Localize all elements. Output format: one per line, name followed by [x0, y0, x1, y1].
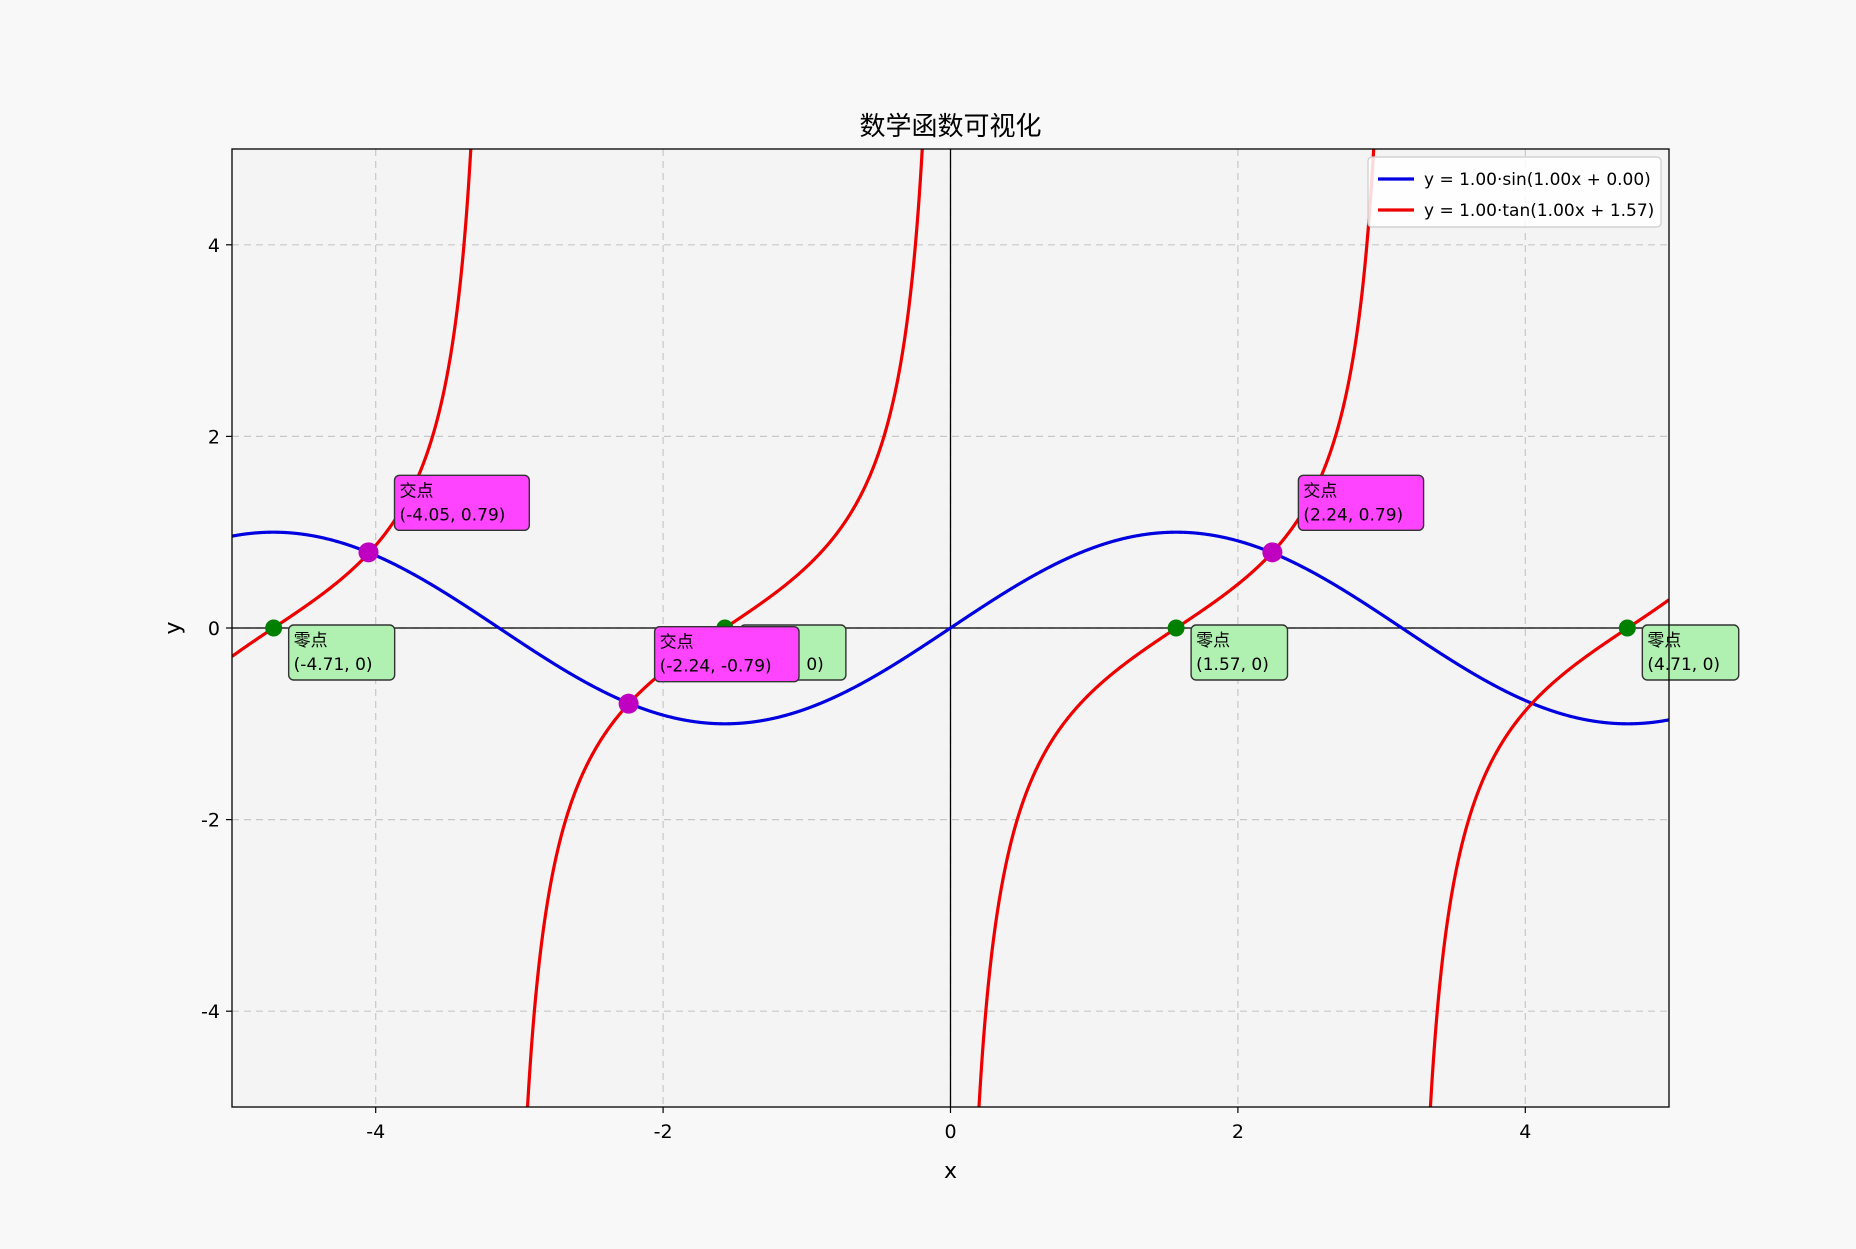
annotation-value: (1.57, 0)	[1196, 655, 1269, 675]
annotation-title: 零点	[1647, 631, 1681, 651]
annotation-value: (-4.05, 0.79)	[400, 505, 506, 525]
annotation-box	[393, 474, 531, 532]
annotations: 零点(-4.71, 0)零点(-1.57, 0)零点(1.57, 0)零点(4.…	[287, 474, 1740, 683]
annotation-value: (-2.24, -0.79)	[660, 657, 772, 677]
zero-point	[265, 619, 283, 637]
intersection-annotation: 交点 (2.24, 0.79)	[1297, 474, 1425, 532]
legend-label: y = 1.00·tan(1.00x + 1.57)	[1424, 201, 1654, 221]
series-line-1	[232, 530, 1669, 726]
annotation-title: 零点	[1196, 631, 1230, 651]
zero-point	[1167, 619, 1185, 637]
annotation-box	[653, 625, 800, 683]
annotation-box	[287, 624, 396, 681]
y-axis-label: y	[161, 621, 186, 634]
zero-annotation: 零点 (4.71, 0)	[1641, 624, 1740, 681]
annotation-title: 交点	[400, 481, 434, 501]
legend: y = 1.00·sin(1.00x + 0.00) y = 1.00·tan(1…	[1367, 156, 1662, 228]
annotation-box	[1297, 474, 1425, 532]
y-tick-label: 4	[208, 235, 220, 257]
y-tick-label: -2	[201, 810, 220, 832]
annotation-value: (-4.71, 0)	[294, 655, 373, 675]
x-tick-label: 4	[1519, 1121, 1531, 1143]
y-tick-label: 0	[208, 618, 220, 640]
axis-ticks: -4 -2 0 2 4 -4 -2 0 2 4	[201, 235, 1531, 1143]
zero-annotation: 零点 (1.57, 0)	[1190, 624, 1289, 681]
intersection-point	[1262, 542, 1283, 563]
annotation-title: 零点	[294, 631, 328, 651]
annotation-value: (4.71, 0)	[1647, 655, 1720, 675]
x-tick-label: 0	[944, 1121, 956, 1143]
intersection-point	[358, 542, 379, 563]
zero-point	[1618, 619, 1636, 637]
y-tick-label: 2	[208, 426, 220, 448]
chart-title: 数学函数可视化	[859, 112, 1041, 142]
annotation-value: (2.24, 0.79)	[1303, 505, 1403, 525]
annotation-box	[1190, 624, 1289, 681]
intersection-annotation: 交点 (-4.05, 0.79)	[393, 474, 531, 532]
x-tick-label: -4	[366, 1121, 385, 1143]
intersection-point	[618, 693, 639, 714]
x-tick-label: 2	[1232, 1121, 1244, 1143]
zero-annotation: 零点 (-4.71, 0)	[287, 624, 396, 681]
x-tick-label: -2	[654, 1121, 673, 1143]
legend-box	[1367, 156, 1662, 228]
annotation-box	[1641, 624, 1740, 681]
y-tick-label: -4	[201, 1001, 220, 1023]
annotation-title: 交点	[1303, 481, 1337, 501]
intersection-annotation: 交点 (-2.24, -0.79)	[653, 625, 800, 683]
annotation-title: 交点	[660, 633, 694, 653]
legend-label: y = 1.00·sin(1.00x + 0.00)	[1424, 170, 1651, 190]
x-axis-label: x	[944, 1159, 957, 1184]
